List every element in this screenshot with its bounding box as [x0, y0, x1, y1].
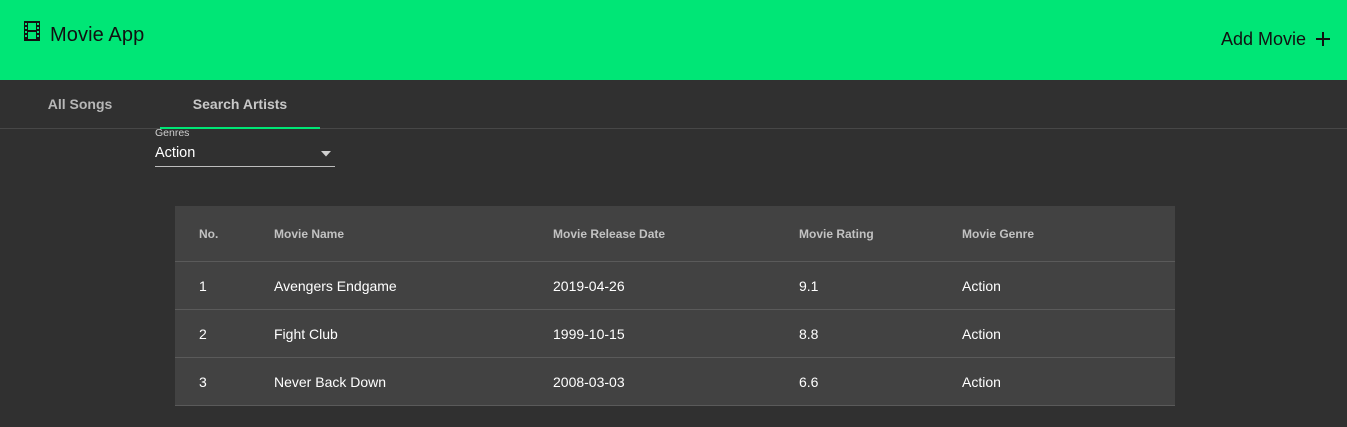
- cell-movie-name: Avengers Endgame: [274, 277, 397, 294]
- genres-label: Genres: [155, 127, 190, 139]
- cell-rating: 9.1: [799, 277, 819, 294]
- header-genre[interactable]: Movie Genre: [962, 226, 1035, 241]
- table-row: 3 Never Back Down 2008-03-03 6.6 Action: [175, 358, 1175, 406]
- cell-rating: 8.8: [799, 325, 819, 342]
- genres-select: Genres Action: [155, 127, 335, 168]
- cell-movie-name: Fight Club: [274, 325, 338, 342]
- cell-genre: Action: [962, 373, 1001, 390]
- table-row: 2 Fight Club 1999-10-15 8.8 Action: [175, 310, 1175, 358]
- cell-genre: Action: [962, 277, 1001, 294]
- movies-table: No. Movie Name Movie Release Date Movie …: [175, 206, 1175, 406]
- cell-rating: 6.6: [799, 373, 819, 390]
- header-no[interactable]: No.: [199, 226, 219, 241]
- header-rating[interactable]: Movie Rating: [799, 226, 874, 241]
- cell-no: 2: [199, 325, 207, 342]
- film-icon: [24, 21, 40, 41]
- tab-bar: All Songs Search Artists: [0, 80, 1347, 129]
- cell-genre: Action: [962, 325, 1001, 342]
- cell-no: 1: [199, 277, 207, 294]
- add-movie-button[interactable]: Add Movie: [1221, 24, 1331, 54]
- table-row: 1 Avengers Endgame 2019-04-26 9.1 Action: [175, 262, 1175, 310]
- tab-label: Search Artists: [192, 96, 288, 112]
- app-toolbar: Movie App Add Movie: [0, 0, 1347, 80]
- cell-no: 3: [199, 373, 207, 390]
- caret-down-icon: [321, 151, 331, 157]
- app-brand: Movie App: [24, 21, 144, 49]
- header-release-date[interactable]: Movie Release Date: [553, 226, 666, 241]
- tab-label: All Songs: [47, 96, 113, 112]
- tab-search-artists[interactable]: Search Artists: [160, 80, 320, 129]
- cell-movie-name: Never Back Down: [274, 373, 387, 390]
- plus-icon: [1316, 32, 1330, 46]
- tab-all-songs[interactable]: All Songs: [0, 80, 160, 128]
- table-header-row: No. Movie Name Movie Release Date Movie …: [175, 206, 1175, 262]
- cell-release-date: 2008-03-03: [553, 373, 625, 390]
- app-title: Movie App: [50, 23, 145, 46]
- cell-release-date: 1999-10-15: [553, 325, 625, 342]
- cell-release-date: 2019-04-26: [553, 277, 625, 294]
- header-movie-name[interactable]: Movie Name: [274, 226, 345, 241]
- genres-dropdown[interactable]: Action: [155, 143, 335, 167]
- genres-selected-value: Action: [155, 145, 196, 161]
- add-movie-label: Add Movie: [1220, 28, 1306, 49]
